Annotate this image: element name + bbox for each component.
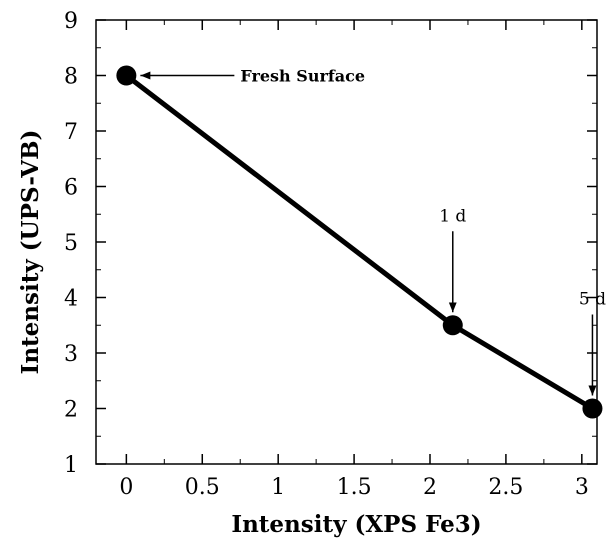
- y-tick-label: 5: [64, 231, 78, 256]
- x-tick-label: 1: [271, 475, 285, 500]
- data-point: [582, 398, 603, 419]
- x-tick-label: 0.5: [185, 475, 220, 500]
- y-tick-label: 8: [64, 65, 78, 90]
- x-tick-label: 0: [119, 475, 133, 500]
- y-tick-label: 7: [64, 120, 78, 145]
- y-tick-label: 4: [64, 287, 78, 312]
- y-axis-label: Intensity (UPS-VB): [17, 130, 44, 375]
- y-tick-label: 9: [64, 9, 78, 34]
- y-tick-label: 3: [64, 342, 78, 367]
- y-tick-label: 6: [64, 176, 78, 201]
- annotation-label: 5 d: [579, 290, 606, 310]
- x-tick-label: 1.5: [337, 475, 372, 500]
- x-tick-label: 3: [575, 475, 589, 500]
- data-point: [116, 65, 137, 86]
- data-point: [442, 315, 463, 336]
- y-tick-label: 1: [64, 453, 78, 478]
- series-line: [124, 73, 594, 411]
- x-tick-label: 2.5: [488, 475, 523, 500]
- x-tick-label: 2: [423, 475, 437, 500]
- y-tick-label: 2: [64, 398, 78, 423]
- annotation-label: Fresh Surface: [240, 67, 365, 86]
- annotation-label: 1 d: [439, 206, 466, 226]
- x-axis-label: Intensity (XPS Fe3): [231, 511, 481, 538]
